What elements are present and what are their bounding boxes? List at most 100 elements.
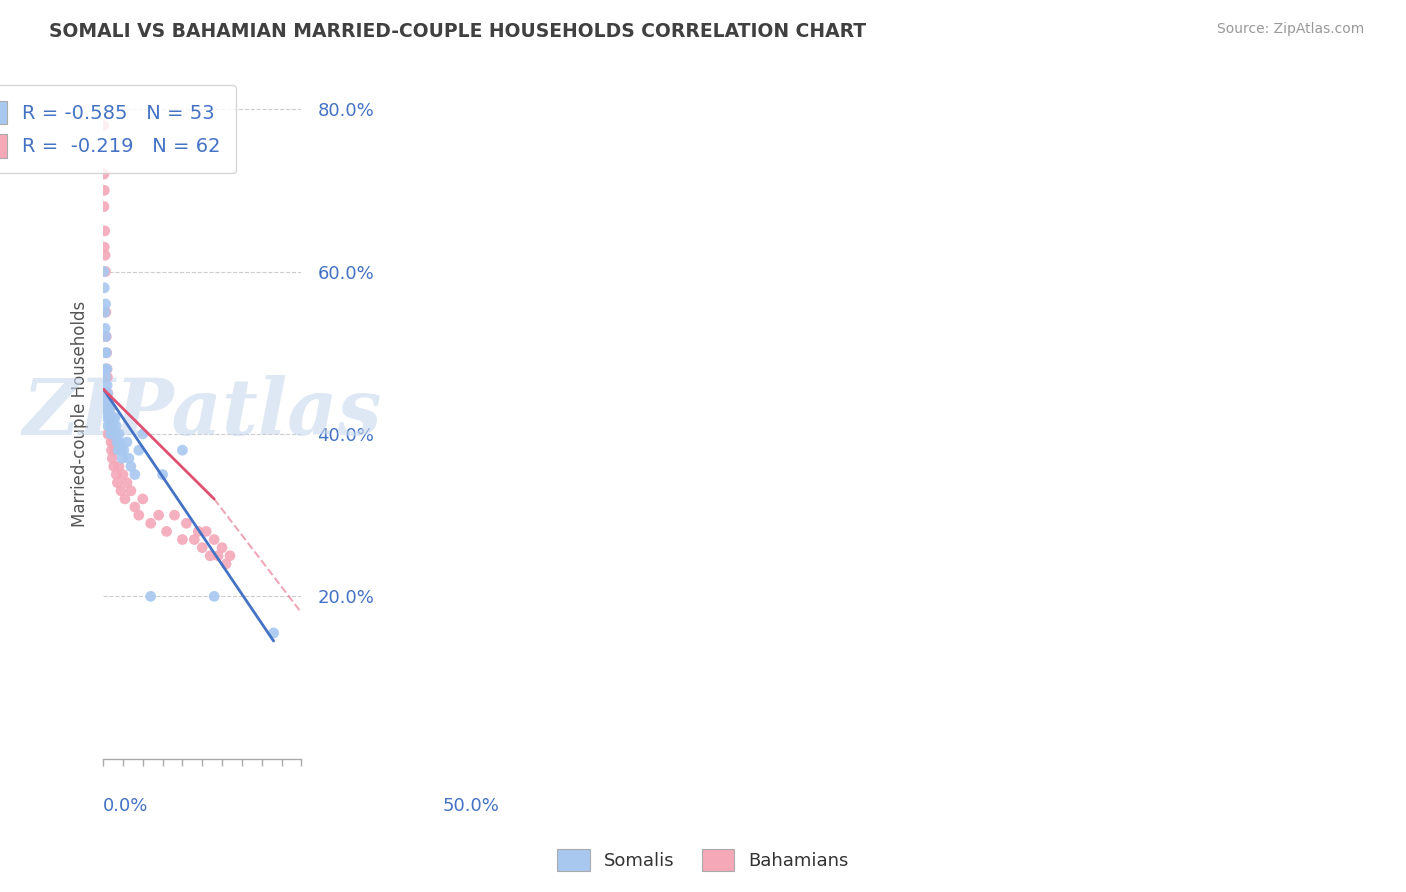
Point — [128, 443, 150, 458]
Point — [101, 418, 124, 433]
Point — [101, 426, 124, 441]
Point — [97, 426, 120, 441]
Point — [93, 167, 115, 181]
Point — [139, 516, 162, 531]
Point — [114, 491, 136, 506]
Point — [97, 394, 120, 409]
Point — [263, 626, 285, 640]
Point — [94, 321, 117, 335]
Point — [93, 183, 115, 197]
Point — [97, 410, 120, 425]
Point — [112, 443, 135, 458]
Point — [98, 402, 121, 417]
Point — [96, 345, 118, 359]
Point — [100, 426, 122, 441]
Text: SOMALI VS BAHAMIAN MARRIED-COUPLE HOUSEHOLDS CORRELATION CHART: SOMALI VS BAHAMIAN MARRIED-COUPLE HOUSEH… — [49, 22, 866, 41]
Point — [94, 362, 117, 376]
Point — [100, 443, 122, 458]
Point — [93, 264, 115, 278]
Point — [111, 467, 134, 482]
Point — [148, 508, 170, 523]
Point — [96, 394, 118, 409]
Point — [98, 410, 121, 425]
Point — [96, 370, 118, 384]
Point — [97, 418, 120, 433]
Point — [98, 402, 121, 417]
Point — [94, 297, 117, 311]
Point — [107, 443, 129, 458]
Point — [120, 483, 142, 498]
Point — [101, 410, 124, 425]
Point — [202, 590, 225, 604]
Point — [93, 224, 115, 238]
Point — [100, 418, 122, 433]
Point — [101, 426, 124, 441]
Point — [94, 305, 117, 319]
Point — [98, 410, 121, 425]
Point — [98, 394, 121, 409]
Point — [96, 378, 118, 392]
Point — [105, 435, 128, 450]
Y-axis label: Married-couple Households: Married-couple Households — [72, 301, 89, 527]
Point — [101, 451, 124, 466]
Point — [215, 557, 238, 571]
Point — [152, 467, 174, 482]
Point — [94, 370, 117, 384]
Text: ZIPatlas: ZIPatlas — [22, 376, 382, 452]
Point — [163, 508, 186, 523]
Point — [187, 524, 209, 539]
Point — [103, 459, 125, 474]
Point — [132, 491, 155, 506]
Point — [93, 305, 115, 319]
Point — [100, 435, 122, 450]
Legend: R = -0.585   N = 53, R =  -0.219   N = 62: R = -0.585 N = 53, R = -0.219 N = 62 — [0, 85, 236, 173]
Point — [110, 443, 132, 458]
Point — [94, 248, 117, 262]
Point — [96, 329, 118, 343]
Point — [105, 467, 128, 482]
Point — [104, 443, 127, 458]
Point — [198, 549, 221, 563]
Point — [97, 386, 120, 401]
Point — [105, 418, 128, 433]
Point — [176, 516, 198, 531]
Point — [124, 467, 146, 482]
Point — [195, 524, 218, 539]
Point — [139, 590, 162, 604]
Point — [104, 410, 127, 425]
Point — [219, 549, 242, 563]
Point — [96, 386, 118, 401]
Point — [202, 533, 225, 547]
Point — [94, 264, 117, 278]
Point — [98, 410, 121, 425]
Point — [93, 240, 115, 254]
Point — [103, 410, 125, 425]
Point — [100, 410, 122, 425]
Point — [103, 426, 125, 441]
Point — [96, 402, 118, 417]
Point — [110, 483, 132, 498]
Point — [111, 451, 134, 466]
Point — [207, 549, 229, 563]
Point — [96, 362, 118, 376]
Point — [108, 435, 131, 450]
Point — [96, 362, 118, 376]
Point — [94, 345, 117, 359]
Point — [94, 329, 117, 343]
Point — [183, 533, 205, 547]
Point — [104, 426, 127, 441]
Point — [118, 451, 141, 466]
Point — [101, 435, 124, 450]
Point — [93, 200, 115, 214]
Point — [96, 402, 118, 417]
Point — [94, 329, 117, 343]
Point — [155, 524, 177, 539]
Point — [93, 281, 115, 295]
Text: Source: ZipAtlas.com: Source: ZipAtlas.com — [1216, 22, 1364, 37]
Point — [115, 435, 138, 450]
Point — [98, 418, 121, 433]
Point — [108, 459, 131, 474]
Point — [96, 345, 118, 359]
Point — [100, 426, 122, 441]
Text: 50.0%: 50.0% — [443, 797, 499, 814]
